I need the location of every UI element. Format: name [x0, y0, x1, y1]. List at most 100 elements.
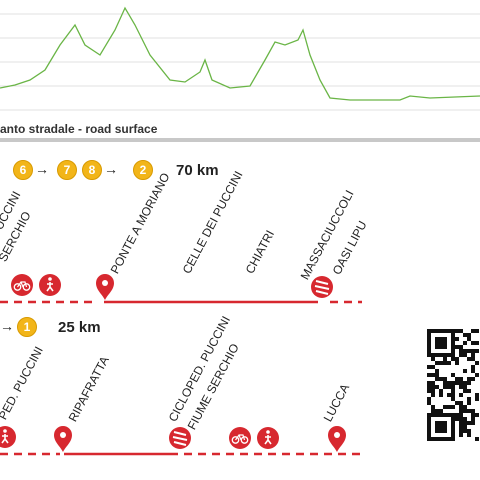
qr-module	[475, 393, 479, 397]
qr-module	[459, 377, 463, 381]
route1-place-label: CHIATRI	[242, 227, 278, 276]
qr-module	[459, 385, 463, 389]
qr-module	[471, 341, 475, 345]
qr-module	[443, 357, 447, 361]
qr-module	[471, 413, 475, 417]
qr-module	[459, 353, 463, 357]
qr-module	[455, 345, 459, 349]
qr-module	[467, 357, 471, 361]
qr-module	[435, 361, 439, 365]
route1-place-label: CELLE DEI PUCCINI	[179, 168, 246, 276]
qr-module	[463, 381, 467, 385]
qr-module	[471, 369, 475, 373]
qr-module	[451, 385, 455, 389]
qr-module	[455, 413, 459, 417]
qr-module	[471, 357, 475, 361]
route1-connector-badge[interactable]: 7	[57, 160, 77, 180]
qr-module	[471, 409, 475, 413]
qr-module	[443, 385, 447, 389]
qr-module	[447, 361, 451, 365]
qr-module	[463, 349, 467, 353]
qr-module	[467, 421, 471, 425]
qr-module	[431, 393, 435, 397]
qr-module	[467, 429, 471, 433]
qr-module	[455, 329, 459, 333]
pedestrian-icon[interactable]	[39, 274, 61, 296]
qr-module	[467, 377, 471, 381]
route2-place-label: RIPAFRATTA	[65, 353, 112, 424]
qr-module	[467, 389, 471, 393]
qr-module	[467, 401, 471, 405]
qr-module	[475, 361, 479, 365]
qr-module	[447, 393, 451, 397]
qr-module	[451, 381, 455, 385]
qr-module	[447, 405, 451, 409]
qr-module	[435, 377, 439, 381]
qr-module	[459, 345, 463, 349]
qr-finder-pattern	[435, 337, 447, 349]
qr-module	[467, 381, 471, 385]
qr-module	[475, 329, 479, 333]
qr-module	[459, 421, 463, 425]
map-pin-icon[interactable]	[96, 274, 114, 300]
qr-module	[427, 381, 431, 385]
qr-module	[431, 385, 435, 389]
qr-module	[471, 377, 475, 381]
qr-module	[463, 333, 467, 337]
map-pin-icon[interactable]	[54, 426, 72, 452]
route2-connector-badge[interactable]: 1	[17, 317, 37, 337]
qr-module	[455, 337, 459, 341]
bicycle-icon[interactable]	[11, 274, 33, 296]
qr-module	[463, 421, 467, 425]
qr-module	[455, 377, 459, 381]
crossing-icon[interactable]	[169, 427, 191, 449]
qr-module	[447, 385, 451, 389]
qr-module	[427, 385, 431, 389]
bicycle-icon[interactable]	[229, 427, 251, 449]
pedestrian-icon[interactable]	[0, 426, 16, 448]
map-pin-icon[interactable]	[328, 426, 346, 452]
qr-module	[427, 401, 431, 405]
qr-module	[427, 389, 431, 393]
qr-module	[431, 365, 435, 369]
qr-code-icon[interactable]	[427, 329, 479, 441]
crossing-icon[interactable]	[311, 276, 333, 298]
qr-module	[475, 373, 479, 377]
qr-module	[463, 405, 467, 409]
qr-module	[439, 361, 443, 365]
qr-module	[443, 377, 447, 381]
qr-module	[431, 405, 435, 409]
qr-module	[455, 417, 459, 421]
route2-arrow: →	[0, 318, 14, 334]
qr-module	[439, 377, 443, 381]
qr-module	[467, 349, 471, 353]
route1-arrow: →	[104, 161, 118, 177]
qr-module	[443, 361, 447, 365]
qr-module	[471, 417, 475, 421]
qr-module	[439, 389, 443, 393]
route1-connector-badge[interactable]: 8	[82, 160, 102, 180]
qr-module	[459, 349, 463, 353]
qr-module	[467, 337, 471, 341]
route1-arrow: →	[35, 161, 49, 177]
route1-place-label: PONTE A MORIANO	[107, 170, 173, 276]
qr-module	[467, 333, 471, 337]
qr-module	[431, 389, 435, 393]
qr-module	[439, 409, 443, 413]
qr-module	[459, 405, 463, 409]
qr-module	[463, 341, 467, 345]
surface-legend-bar	[0, 138, 480, 142]
qr-module	[471, 353, 475, 357]
route1-connector-badge[interactable]: 2	[133, 160, 153, 180]
qr-module	[427, 397, 431, 401]
qr-module	[459, 417, 463, 421]
qr-module	[451, 357, 455, 361]
route1-connector-badge[interactable]: 6	[13, 160, 33, 180]
qr-module	[431, 381, 435, 385]
qr-module	[463, 409, 467, 413]
qr-module	[471, 349, 475, 353]
qr-module	[463, 389, 467, 393]
pedestrian-icon[interactable]	[257, 427, 279, 449]
qr-module	[451, 389, 455, 393]
route1-distance: 70 km	[176, 162, 219, 179]
